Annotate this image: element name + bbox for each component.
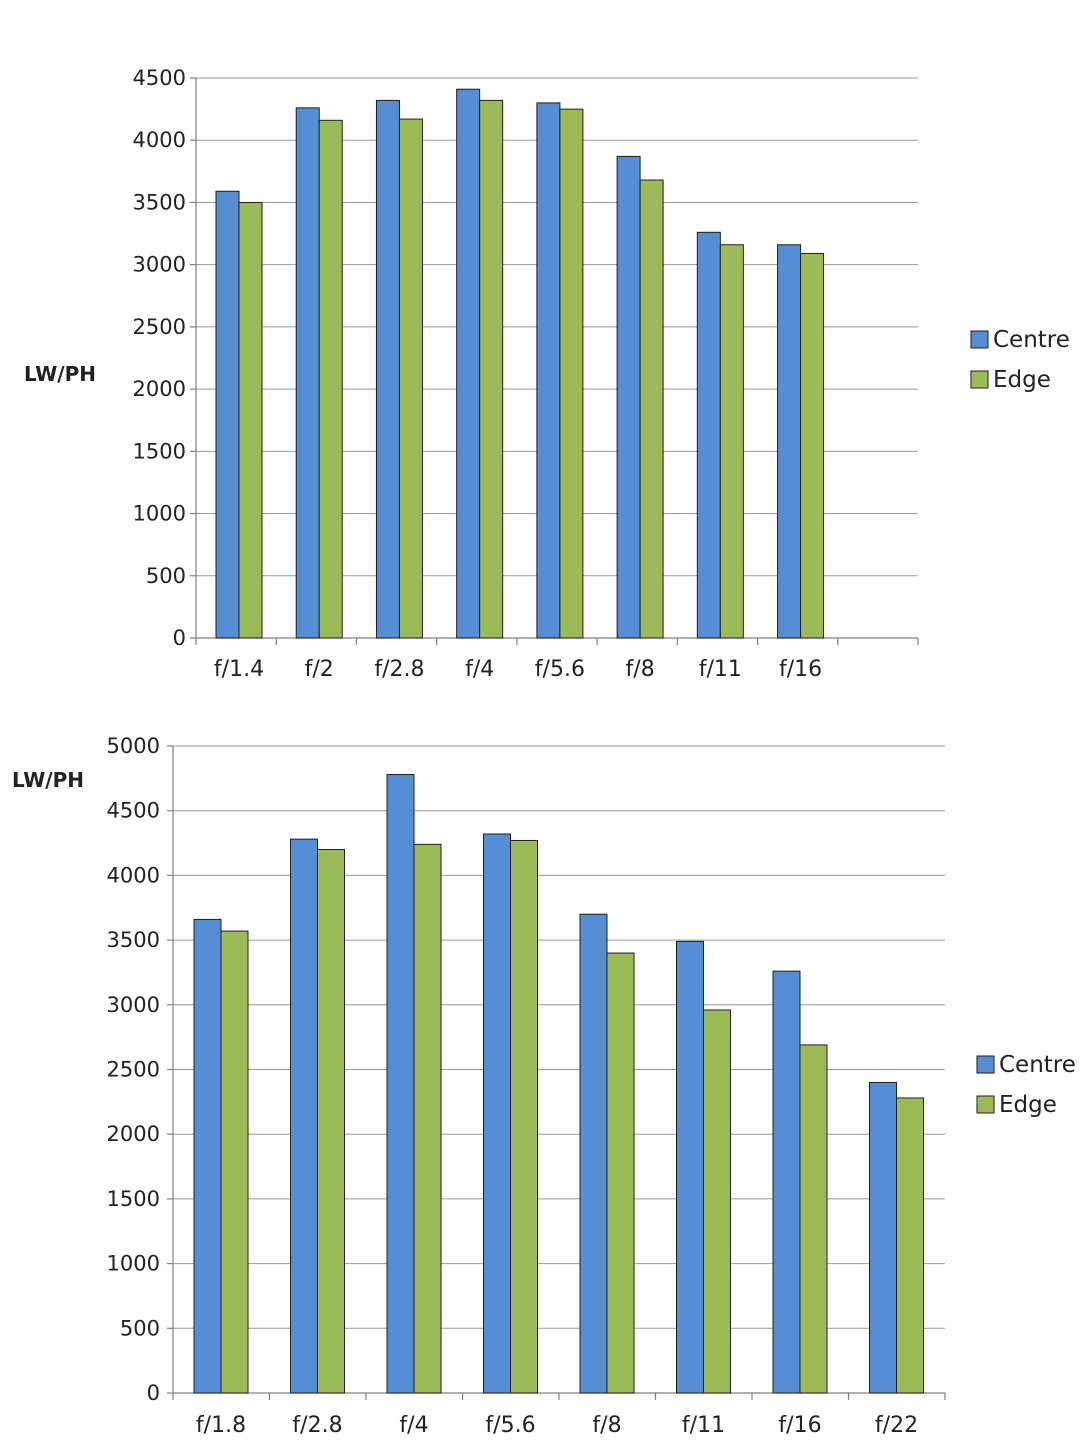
legend-label-edge: Edge [993, 367, 1051, 393]
bar-edge-f4 [413, 843, 442, 1394]
bar-edge-f8 [606, 952, 635, 1394]
bar-edge-f56 [510, 839, 538, 1394]
y-tick-label: 4000 [107, 863, 160, 887]
bar-centre-f56 [536, 102, 561, 639]
bar-edge-f2 [318, 119, 343, 639]
bar-centre-f14 [215, 190, 240, 639]
y-tick-label: 4000 [133, 128, 186, 152]
legend-swatch-centre [976, 1055, 995, 1074]
bar-centre-f4 [456, 88, 481, 639]
bar-centre-f22 [869, 1081, 897, 1394]
y-tick-label: 3000 [133, 253, 186, 277]
y-tick-label: 0 [173, 626, 186, 650]
bar-centre-f2 [295, 107, 320, 639]
bar-centre-f28 [375, 99, 400, 639]
bar-centre-f11 [676, 940, 704, 1394]
bar-edge-f16 [799, 1044, 828, 1394]
bar-edge-f22 [896, 1097, 924, 1394]
y-tick-label: 0 [147, 1381, 160, 1405]
x-tick-label: f/16 [779, 657, 822, 682]
legend-label-centre: Centre [999, 1052, 1076, 1078]
bar-centre-f11 [696, 231, 721, 639]
y-tick-label: 1000 [107, 1252, 160, 1276]
legend-label-centre: Centre [993, 327, 1070, 353]
y-tick-label: 4500 [107, 799, 160, 823]
bar-edge-f56 [559, 108, 584, 639]
y-tick-label: 1500 [107, 1187, 160, 1211]
y-axis-label: LW/PH [12, 768, 84, 792]
bar-edge-f11 [719, 244, 744, 639]
legend-label-edge: Edge [999, 1092, 1057, 1118]
x-tick-label: f/4 [465, 657, 494, 682]
bar-edge-f28 [317, 849, 345, 1394]
x-tick-label: f/8 [592, 1413, 621, 1438]
x-tick-label: f/11 [682, 1413, 725, 1438]
y-tick-label: 2000 [133, 377, 186, 401]
bar-edge-f14 [238, 201, 263, 639]
x-tick-label: f/2.8 [292, 1413, 342, 1438]
bar-edge-f18 [220, 930, 249, 1394]
y-tick-label: 1000 [133, 502, 186, 526]
x-tick-label: f/22 [875, 1413, 918, 1438]
y-tick-label: 2500 [107, 1058, 160, 1082]
x-tick-label: f/11 [699, 657, 742, 682]
x-tick-label: f/5.6 [485, 1413, 535, 1438]
bar-edge-f11 [703, 1009, 731, 1394]
bar-centre-f16 [772, 970, 801, 1394]
bar-edge-f8 [639, 179, 664, 639]
x-tick-label: f/5.6 [535, 657, 585, 682]
bar-edge-f4 [479, 99, 504, 639]
bar-centre-f8 [616, 155, 641, 639]
bar-centre-f56 [483, 833, 511, 1394]
x-tick-label: f/1.8 [196, 1413, 246, 1438]
x-tick-label: f/1.4 [214, 657, 264, 682]
y-tick-label: 4500 [133, 66, 186, 90]
x-tick-label: f/2.8 [374, 657, 424, 682]
y-tick-label: 5000 [107, 734, 160, 758]
top-bar-chart: 0 500 1000 1500 2000 2500 3000 3500 4000 4500 f/1.… [24, 66, 1070, 682]
x-tick-label: f/4 [399, 1413, 428, 1438]
y-tick-label: 500 [120, 1316, 160, 1340]
x-tick-label: f/8 [626, 657, 655, 682]
y-tick-label: 3500 [107, 928, 160, 952]
x-tick-label: f/2 [305, 657, 334, 682]
x-tick-label: f/16 [778, 1413, 821, 1438]
bar-centre-f8 [579, 913, 608, 1394]
y-tick-label: 1500 [133, 439, 186, 463]
bar-edge-f16 [800, 252, 825, 639]
y-tick-label: 2000 [107, 1122, 160, 1146]
y-tick-label: 3500 [133, 190, 186, 214]
bar-centre-f4 [386, 773, 415, 1394]
bottom-bar-chart: 0 500 1000 1500 2000 2500 3000 3500 4000 4500 5000… [12, 734, 1076, 1438]
y-tick-label: 500 [146, 564, 186, 588]
y-tick-label: 2500 [133, 315, 186, 339]
bar-centre-f16 [777, 244, 802, 639]
y-tick-label: 3000 [107, 993, 160, 1017]
legend-swatch-edge [976, 1095, 995, 1114]
bar-centre-f28 [290, 838, 318, 1394]
legend-swatch-centre [970, 330, 989, 349]
bar-centre-f18 [193, 918, 222, 1394]
y-axis-label: LW/PH [24, 362, 96, 386]
legend-swatch-edge [970, 370, 989, 389]
bar-edge-f28 [398, 118, 423, 639]
